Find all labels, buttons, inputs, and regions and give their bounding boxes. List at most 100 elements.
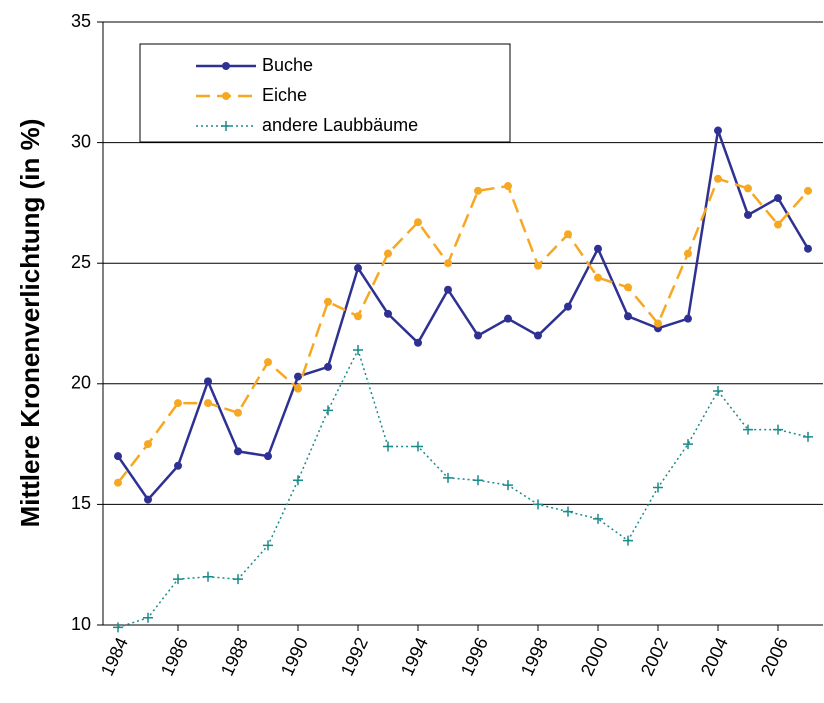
marker: [503, 480, 513, 491]
marker: [222, 62, 230, 70]
y-tick-label: 20: [71, 373, 91, 393]
marker: [324, 362, 332, 371]
marker: [293, 475, 303, 486]
marker: [594, 244, 602, 253]
marker: [533, 499, 543, 510]
marker: [803, 431, 813, 442]
marker: [623, 535, 633, 546]
marker: [594, 273, 602, 282]
marker: [444, 285, 452, 294]
marker: [804, 186, 812, 195]
legend-label: Buche: [262, 55, 313, 75]
marker: [774, 220, 782, 229]
marker: [744, 184, 752, 193]
x-tick-label: 1986: [157, 634, 192, 679]
x-tick-label: 2004: [697, 634, 732, 679]
marker: [174, 461, 182, 470]
marker: [384, 249, 392, 258]
marker: [294, 372, 302, 381]
marker: [683, 439, 693, 450]
marker: [354, 264, 362, 273]
legend-label: andere Laubbäume: [262, 115, 418, 135]
series-line: [116, 130, 810, 502]
marker: [323, 405, 333, 416]
marker: [714, 174, 722, 183]
marker: [624, 283, 632, 292]
marker: [624, 312, 632, 321]
marker: [743, 424, 753, 435]
y-tick-label: 25: [71, 252, 91, 272]
marker: [714, 126, 722, 135]
marker: [233, 574, 243, 585]
marker: [174, 399, 182, 408]
marker: [324, 297, 332, 306]
marker: [384, 309, 392, 318]
marker: [474, 186, 482, 195]
marker: [563, 506, 573, 517]
marker: [204, 399, 212, 408]
x-tick-label: 1996: [457, 634, 492, 679]
marker: [564, 302, 572, 311]
x-tick-label: 2006: [757, 634, 792, 679]
marker: [264, 358, 272, 367]
marker: [504, 182, 512, 191]
x-tick-label: 1992: [337, 634, 372, 679]
marker: [383, 441, 393, 452]
marker: [414, 218, 422, 227]
y-tick-label: 35: [71, 11, 91, 31]
marker: [534, 331, 542, 340]
marker: [203, 571, 213, 582]
y-tick-label: 30: [71, 131, 91, 151]
marker: [204, 377, 212, 386]
x-tick-label: 1998: [517, 634, 552, 679]
series-line: [117, 177, 809, 484]
marker: [504, 314, 512, 323]
marker: [744, 210, 752, 219]
marker: [653, 482, 663, 493]
marker: [413, 441, 423, 452]
x-tick-label: 2002: [637, 634, 672, 679]
marker: [234, 408, 242, 417]
marker: [774, 194, 782, 203]
legend-label: Eiche: [262, 85, 307, 105]
series-line: [117, 348, 809, 629]
marker: [804, 244, 812, 253]
marker: [354, 312, 362, 321]
marker: [234, 447, 242, 456]
x-tick-label: 1988: [217, 634, 252, 679]
marker: [144, 495, 152, 504]
marker: [414, 338, 422, 347]
legend: Buche Eiche andere Laubbäume: [139, 43, 511, 143]
marker: [654, 319, 662, 328]
marker: [564, 230, 572, 239]
marker: [173, 574, 183, 585]
x-tick-label: 1994: [397, 634, 432, 679]
marker: [474, 331, 482, 340]
marker: [443, 472, 453, 483]
marker: [143, 612, 153, 623]
marker: [593, 513, 603, 524]
marker: [222, 92, 230, 100]
marker: [534, 261, 542, 270]
marker: [221, 121, 231, 131]
x-tick-label: 1984: [97, 634, 132, 679]
marker: [684, 314, 692, 323]
y-axis-label: Mittlere Kronenverlichtung (in %): [15, 119, 45, 528]
marker: [353, 345, 363, 356]
marker: [473, 475, 483, 486]
marker: [114, 478, 122, 487]
marker: [263, 540, 273, 551]
y-tick-label: 10: [71, 614, 91, 634]
marker: [144, 440, 152, 449]
marker: [444, 259, 452, 268]
marker: [114, 452, 122, 461]
marker: [684, 249, 692, 258]
x-tick-label: 1990: [277, 634, 312, 679]
marker: [713, 386, 723, 397]
marker: [773, 424, 783, 435]
marker: [294, 384, 302, 393]
x-tick-label: 2000: [577, 634, 612, 679]
y-tick-label: 15: [71, 493, 91, 513]
